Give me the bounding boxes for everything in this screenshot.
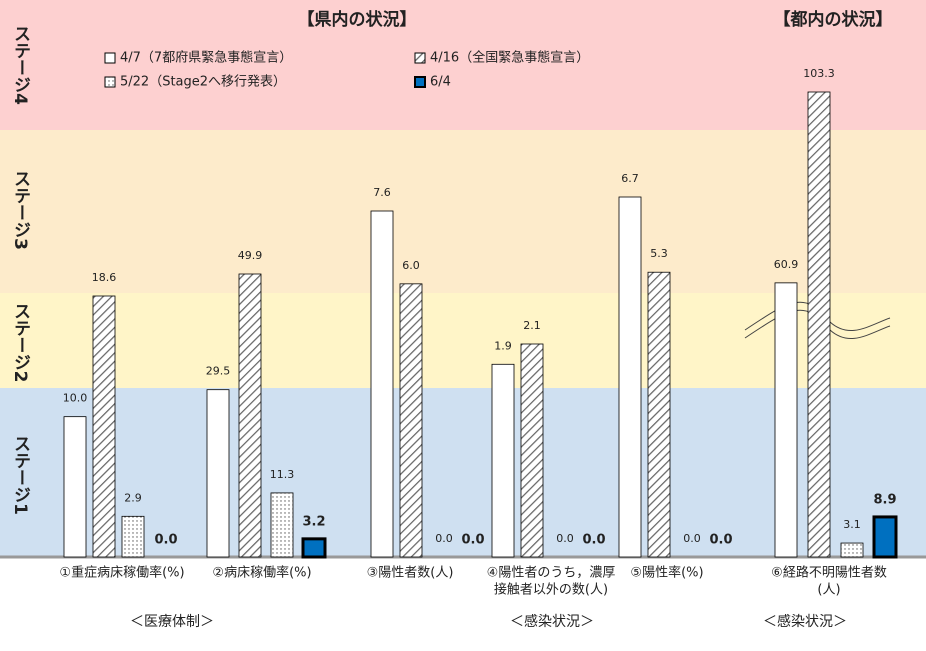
group-label: ＜感染状況＞ [763,613,847,630]
legend-label: 4/7（7都府県緊急事態宣言） [120,50,292,66]
value-label: 8.9 [873,492,896,507]
value-label: 0.0 [435,532,453,545]
value-label: 3.2 [302,514,325,529]
plot: ステージ4 ステージ3 ステージ2 ステージ1 【県内の状況】 【都内の状況】 4/7（7都… [0,9,926,630]
bar [618,196,642,558]
legend-swatch [414,76,426,88]
value-label: 1.9 [494,339,512,352]
legend-swatch [104,76,116,88]
value-label: 0.0 [461,533,484,548]
value-label: 103.3 [803,67,835,80]
x-tick-label: ⑤陽性率(%) [630,565,703,581]
bar [63,416,87,558]
bar [238,273,262,558]
bar [840,542,864,558]
value-label: 2.9 [124,491,142,504]
x-tick-label: ②病床稼働率(%) [212,565,311,581]
section-title: 【県内の状況】 [298,9,417,30]
x-tick-label: (人) [817,583,840,598]
stage-band [0,293,926,388]
group-label: ＜医療体制＞ [130,613,214,630]
value-label: 60.9 [774,258,799,271]
value-label: 49.9 [238,249,263,262]
bar [807,91,831,558]
bar [647,271,671,558]
value-label: 11.3 [270,468,295,481]
bar [370,210,394,558]
legend-label: 4/16（全国緊急事態宣言） [430,50,589,66]
value-label: 0.0 [709,533,732,548]
value-label: 0.0 [582,533,605,548]
legend-swatch [104,52,116,64]
value-label: 10.0 [63,392,88,405]
section-title: 【都内の状況】 [774,9,893,30]
value-label: 2.1 [523,319,541,332]
value-label: 6.0 [402,259,420,272]
x-tick-label: ⑥経路不明陽性者数 [771,565,887,581]
bar [206,389,230,558]
bar [399,283,423,558]
bar [121,515,145,558]
value-label: 18.6 [92,271,117,284]
bar [92,295,116,558]
legend-label: 6/4 [430,75,451,90]
legend-label: 5/22（Stage2へ移行発表） [120,75,286,90]
stage-label: ステージ3 [10,170,30,250]
x-tick-label: ③陽性者数(人) [367,566,454,581]
stage-label: ステージ2 [10,303,30,383]
bar [301,537,327,559]
bar [491,363,515,558]
stage-label: ステージ1 [10,435,30,515]
value-label: 5.3 [650,247,668,260]
group-label: ＜感染状況＞ [510,613,594,630]
x-tick-label: 接触者以外の数(人) [494,582,608,598]
stage-band [0,388,926,557]
stage-label: ステージ4 [10,25,30,105]
value-label: 0.0 [154,533,177,548]
bar [774,282,798,558]
bar [270,492,294,558]
value-label: 7.6 [373,186,391,199]
value-label: 6.7 [621,172,639,185]
stage-band [0,0,926,130]
x-tick-label: ④陽性者のうち，濃厚 [487,566,616,581]
bar [520,343,544,558]
x-tick-label: ①重症病床稼働率(%) [59,565,184,581]
value-label: 0.0 [556,532,574,545]
legend-swatch [414,52,426,64]
bar [872,515,898,559]
stage-band [0,130,926,293]
value-label: 0.0 [683,532,701,545]
value-label: 3.1 [843,518,861,531]
value-label: 29.5 [206,365,231,378]
